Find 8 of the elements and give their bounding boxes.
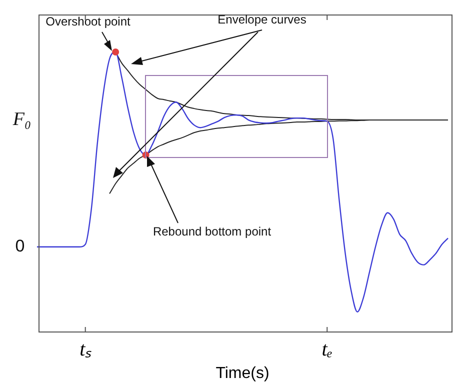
text: Envelope curves [218,12,306,26]
x-tick-label: tₛ [80,338,92,360]
x-tick-label: tₑ [322,338,333,360]
text: F₀ [12,109,32,130]
annotation: Rebound bottom point [152,224,272,238]
x-axis-title: Time(s) [216,364,270,382]
text: 0 [15,236,25,256]
text: Overshoot point [46,14,132,28]
